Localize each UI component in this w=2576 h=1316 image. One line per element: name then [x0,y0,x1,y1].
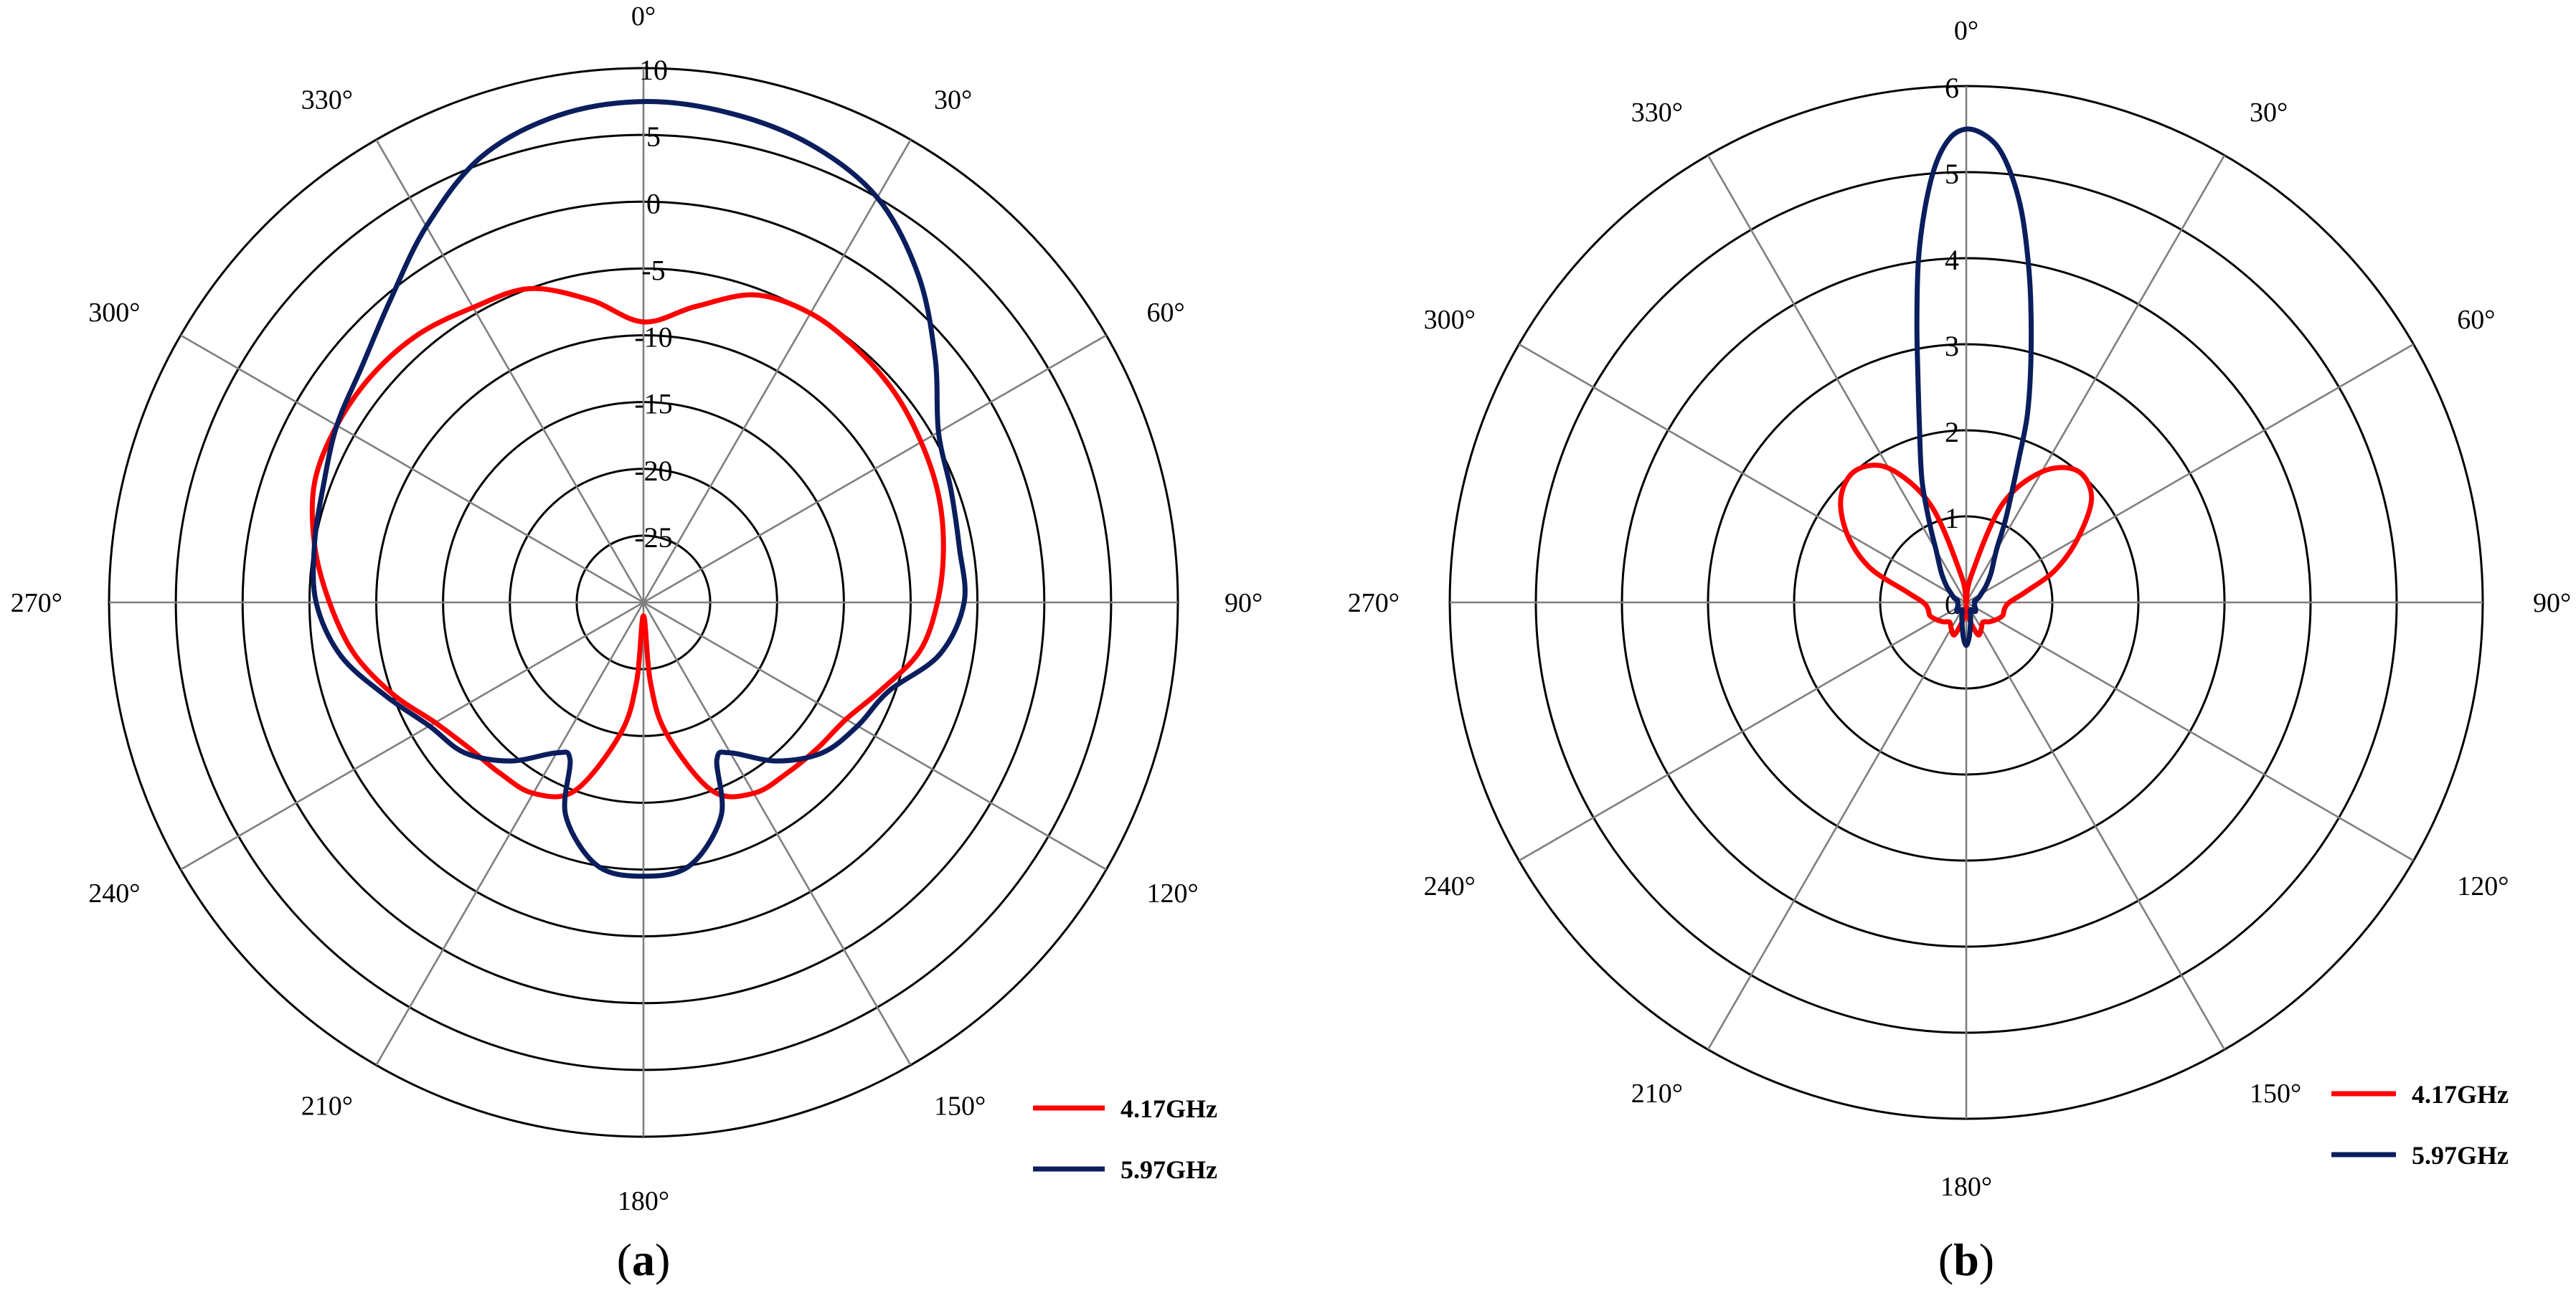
angle-tick-label: 300° [1424,305,1476,335]
angle-tick-label: 60° [1147,298,1185,328]
spoke-60 [643,334,1107,604]
spoke-30 [642,139,912,603]
spoke-330 [375,139,645,603]
radial-tick-label: -25 [634,521,672,554]
polar-chart-b: 0° 30° 60° 90° 120° 150° 180° 210° 240° 270° 300° 3… [1348,16,2571,1285]
spoke-60 [1966,343,2415,604]
series-group [309,99,968,879]
spoke-240 [1518,601,1967,862]
spoke-240 [180,601,644,871]
angle-tick-label: 330° [1631,98,1683,128]
angle-tick-label: 30° [934,85,972,115]
legend: 4.17GHz 5.97GHz [2331,1080,2509,1170]
radial-tick-label: 2 [1945,416,1959,448]
angle-tick-label: 0° [631,1,656,32]
radial-tick-label: -10 [634,321,672,354]
spoke-150 [1965,602,2226,1051]
panel-label: (a) [617,1234,671,1285]
legend-label: 5.97GHz [2412,1141,2509,1170]
radial-tick-label: 5 [646,120,661,153]
angle-tick-label: 270° [1348,588,1400,618]
radial-tick-label: -20 [634,455,672,487]
spoke-210 [1707,602,1968,1051]
angle-tick-label: 270° [11,588,62,618]
spoke-120 [643,601,1107,871]
radial-tick-label: 6 [1945,72,1959,104]
radial-tick-label: -15 [634,388,672,420]
legend-label: 5.97GHz [1120,1155,1217,1184]
grid-spokes [109,68,1178,1137]
angle-tick-label: 330° [301,85,353,115]
angle-tick-labels: 0° 30° 60° 90° 120° 150° 180° 210° 240° 270° 300° 3… [11,1,1263,1216]
series-group [1838,126,2095,648]
angle-tick-label: 180° [1940,1172,1992,1202]
radial-tick-label: -5 [641,254,665,286]
angle-tick-label: 120° [1147,879,1199,909]
angle-tick-label: 120° [2457,871,2509,901]
radial-tick-label: 4 [1945,244,1959,276]
angle-tick-label: 180° [618,1186,669,1216]
radial-tick-label: 3 [1945,330,1959,362]
angle-tick-label: 90° [1225,588,1263,618]
radial-tick-label: 5 [1945,158,1959,190]
angle-tick-label: 210° [1631,1079,1683,1109]
angle-tick-label: 240° [88,879,140,909]
angle-tick-label: 240° [1424,871,1476,901]
angle-tick-labels: 0° 30° 60° 90° 120° 150° 180° 210° 240° 270° 300° 3… [1348,16,2571,1202]
angle-tick-label: 210° [301,1092,353,1122]
legend-label: 4.17GHz [2412,1080,2509,1109]
radial-tick-label: 10 [639,54,668,86]
series-line-597ghz [1914,126,2034,648]
legend-label: 4.17GHz [1120,1094,1217,1123]
spoke-300 [1518,343,1967,604]
radial-tick-label: 0 [646,187,661,219]
angle-tick-label: 30° [2250,98,2288,128]
polar-chart-a: 0° 30° 60° 90° 120° 150° 180° 210° 240° 270° 300° 3… [11,1,1263,1285]
series-line-417ghz [1838,463,2095,638]
spoke-150 [642,602,912,1066]
legend: 4.17GHz 5.97GHz [1033,1094,1217,1184]
angle-tick-label: 150° [934,1092,986,1122]
radial-tick-label: 1 [1945,502,1959,534]
spoke-210 [375,602,645,1066]
angle-tick-label: 0° [1954,16,1978,46]
angle-tick-label: 90° [2533,588,2571,618]
series-line-597ghz [311,99,968,879]
spoke-30 [1965,154,2226,603]
radial-tick-labels: 10 5 0 -5 -10 -15 -20 -25 [634,54,672,554]
angle-tick-label: 300° [88,298,140,328]
spoke-120 [1966,601,2415,862]
angle-tick-label: 150° [2250,1079,2301,1109]
angle-tick-label: 60° [2457,305,2495,335]
grid-spokes [1450,86,2483,1119]
spoke-330 [1707,154,1968,603]
panel-label: (b) [1938,1234,1994,1285]
spoke-300 [180,334,644,604]
